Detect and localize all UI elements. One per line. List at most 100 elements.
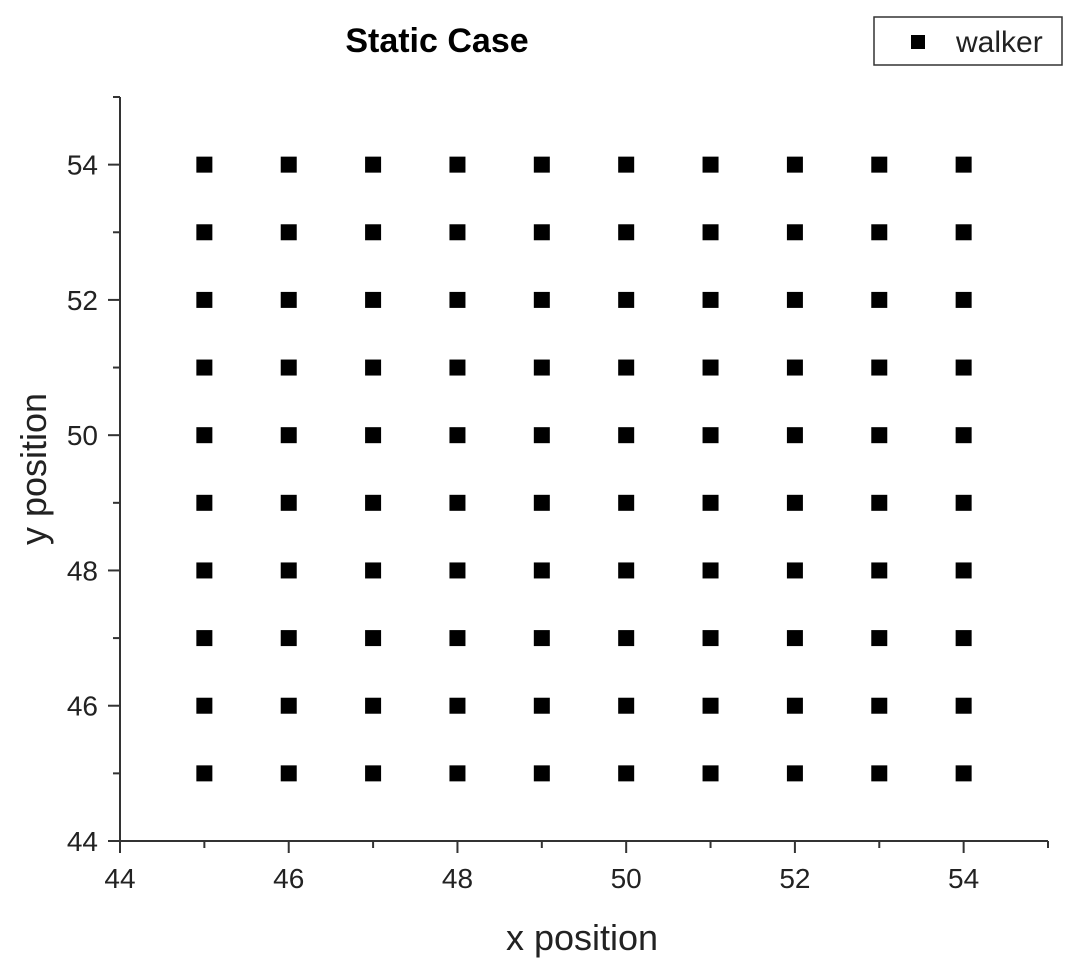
walker-point [280,291,297,308]
y-tick-label: 52 [67,285,98,316]
walker-point [280,697,297,714]
walker-point [449,427,466,444]
walker-point [871,765,888,782]
walker-point [196,427,213,444]
walker-point [449,224,466,241]
walker-point [365,291,382,308]
walker-point [955,427,972,444]
walker-point [702,291,719,308]
walker-point [618,156,635,173]
y-tick-label: 50 [67,420,98,451]
walker-point [618,765,635,782]
y-tick-label: 46 [67,691,98,722]
walker-point [955,291,972,308]
walker-point [786,427,803,444]
walker-point [618,697,635,714]
walker-point [955,697,972,714]
walker-point [702,224,719,241]
walker-point [196,224,213,241]
x-tick-label: 50 [611,863,642,894]
walker-point [955,562,972,579]
x-tick-label: 52 [779,863,810,894]
walker-point [533,359,550,376]
axes: 44 46 48 50 52 54 44 46 48 50 52 54 [67,96,1049,894]
walker-point [786,291,803,308]
walker-point [533,494,550,511]
walker-point [365,630,382,647]
walker-point [702,630,719,647]
walker-point [871,697,888,714]
walker-point [871,494,888,511]
walker-point [449,359,466,376]
walker-point [618,224,635,241]
walker-point [196,359,213,376]
walker-point [365,765,382,782]
walker-point [533,562,550,579]
walker-point [533,224,550,241]
x-tick-label: 54 [948,863,979,894]
walker-point [533,291,550,308]
walker-point [955,156,972,173]
walker-point [280,224,297,241]
walker-point [955,224,972,241]
walker-point [533,765,550,782]
legend-marker [911,35,925,49]
walker-point [786,224,803,241]
walker-point [871,427,888,444]
walker-point [702,562,719,579]
data-points [196,156,972,782]
walker-point [280,562,297,579]
walker-point [365,156,382,173]
walker-point [196,630,213,647]
walker-point [196,291,213,308]
legend: walker [873,16,1063,66]
walker-point [786,697,803,714]
y-tick-label: 48 [67,555,98,586]
walker-point [871,291,888,308]
walker-point [955,359,972,376]
walker-point [871,156,888,173]
walker-point [280,630,297,647]
walker-point [449,630,466,647]
walker-point [786,765,803,782]
legend-box [873,16,1063,66]
y-tick-label: 54 [67,150,98,181]
walker-point [449,697,466,714]
y-axis-label: y position [13,393,54,545]
walker-point [786,156,803,173]
walker-point [365,697,382,714]
walker-point [533,630,550,647]
walker-point [871,359,888,376]
y-tick-label: 44 [67,826,98,857]
walker-point [618,359,635,376]
walker-point [449,765,466,782]
walker-point [280,765,297,782]
walker-point [702,697,719,714]
walker-point [618,291,635,308]
walker-point [871,562,888,579]
walker-point [955,630,972,647]
walker-point [365,427,382,444]
legend-label: walker [955,26,1043,59]
walker-point [196,562,213,579]
walker-point [618,630,635,647]
x-tick-label: 44 [104,863,135,894]
walker-point [365,359,382,376]
chart-title: Static Case [345,22,528,60]
x-tick-label: 48 [442,863,473,894]
walker-point [786,630,803,647]
walker-point [280,359,297,376]
walker-point [365,562,382,579]
walker-point [449,494,466,511]
walker-point [280,156,297,173]
walker-point [196,156,213,173]
walker-point [196,494,213,511]
walker-point [449,562,466,579]
walker-point [871,630,888,647]
walker-point [702,156,719,173]
walker-point [618,562,635,579]
walker-point [449,291,466,308]
walker-point [702,359,719,376]
walker-point [196,765,213,782]
